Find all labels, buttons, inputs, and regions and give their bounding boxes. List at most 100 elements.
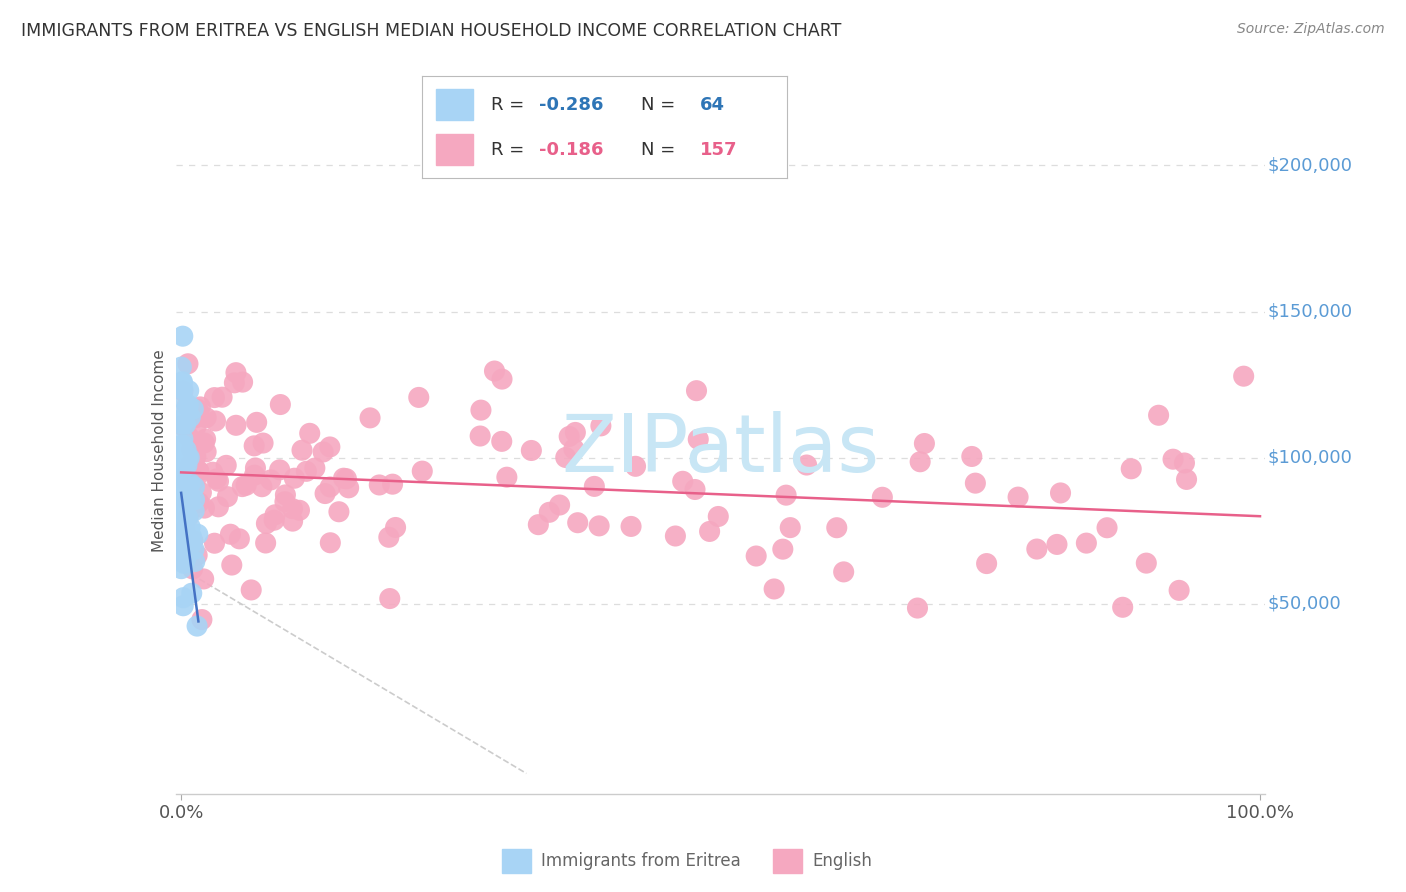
Point — [269, 463, 291, 477]
Point — [470, 429, 492, 443]
Point — [174, 540, 197, 554]
Point — [304, 461, 326, 475]
Point — [672, 475, 695, 489]
Point — [688, 432, 710, 446]
Point — [240, 582, 263, 597]
Point — [170, 475, 193, 490]
Point — [191, 613, 214, 627]
Point — [176, 458, 198, 473]
Point — [172, 482, 194, 496]
Point — [872, 490, 894, 504]
Point — [170, 376, 193, 390]
Point — [172, 533, 194, 547]
Point — [172, 449, 194, 463]
Point — [170, 562, 193, 576]
Point — [174, 483, 197, 498]
Point — [254, 516, 277, 531]
Point — [172, 477, 194, 491]
Point — [707, 509, 730, 524]
Point — [177, 357, 200, 371]
Point — [328, 505, 350, 519]
Point — [170, 545, 193, 559]
Point — [187, 402, 209, 417]
Point — [180, 586, 202, 600]
Point — [291, 443, 314, 458]
Point — [176, 467, 198, 482]
Point — [908, 455, 931, 469]
Point — [976, 557, 998, 571]
Point — [194, 432, 217, 446]
Text: $200,000: $200,000 — [1268, 156, 1353, 175]
Point — [243, 468, 266, 483]
Point — [558, 429, 581, 443]
Point — [960, 450, 983, 464]
Point — [664, 529, 686, 543]
Point — [172, 418, 194, 433]
Point — [172, 382, 194, 396]
Point — [683, 483, 706, 497]
Point — [172, 375, 194, 389]
Point — [187, 464, 209, 478]
FancyBboxPatch shape — [436, 135, 472, 165]
Point — [470, 403, 492, 417]
Point — [288, 503, 311, 517]
Point — [772, 542, 794, 557]
Point — [176, 475, 198, 489]
Point — [589, 418, 612, 433]
Point — [170, 412, 193, 426]
Point — [173, 404, 195, 418]
Text: IMMIGRANTS FROM ERITREA VS ENGLISH MEDIAN HOUSEHOLD INCOME CORRELATION CHART: IMMIGRANTS FROM ERITREA VS ENGLISH MEDIA… — [21, 22, 841, 40]
Point — [274, 494, 297, 508]
Point — [173, 461, 195, 475]
Point — [548, 498, 571, 512]
Point — [174, 552, 197, 566]
Point — [965, 476, 987, 491]
Point — [176, 510, 198, 524]
Point — [378, 591, 401, 606]
Point — [1046, 537, 1069, 551]
Point — [176, 399, 198, 413]
Point — [745, 549, 768, 563]
Point — [1168, 583, 1191, 598]
Point — [174, 417, 197, 431]
Point — [491, 434, 513, 449]
Point — [177, 384, 200, 398]
Point — [195, 445, 218, 459]
Point — [181, 562, 204, 576]
Point — [179, 450, 201, 465]
Point — [1161, 452, 1184, 467]
Point — [174, 442, 197, 457]
Point — [1111, 600, 1133, 615]
Text: $150,000: $150,000 — [1268, 302, 1353, 320]
Point — [173, 557, 195, 571]
Point — [172, 329, 194, 343]
Point — [564, 425, 586, 440]
Point — [246, 415, 269, 429]
Point — [190, 400, 212, 414]
Point — [411, 464, 433, 478]
Point — [177, 495, 200, 509]
Point — [312, 445, 335, 459]
Point — [337, 481, 360, 495]
Point — [170, 483, 193, 497]
Point — [173, 456, 195, 470]
Point — [170, 490, 193, 504]
Point — [491, 372, 513, 386]
Point — [187, 527, 209, 541]
Point — [179, 520, 201, 534]
Point — [181, 402, 204, 417]
Point — [180, 530, 202, 544]
Text: -0.186: -0.186 — [538, 141, 603, 159]
Point — [215, 458, 238, 473]
Point — [187, 464, 209, 478]
Point — [184, 419, 207, 434]
Point — [181, 533, 204, 548]
Point — [583, 479, 606, 493]
Point — [205, 472, 228, 486]
Point — [177, 398, 200, 412]
Point — [180, 536, 202, 550]
Point — [588, 519, 610, 533]
Point — [172, 438, 194, 452]
Point — [378, 530, 401, 544]
Point — [174, 549, 197, 564]
